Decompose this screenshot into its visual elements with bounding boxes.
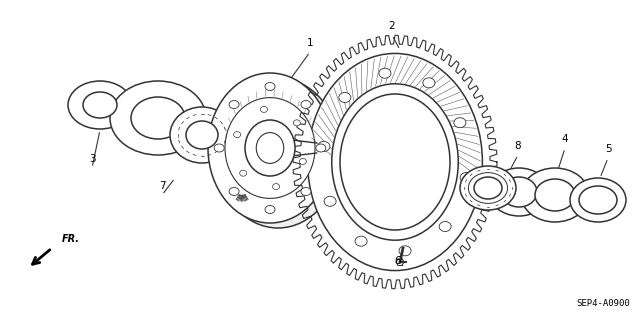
Ellipse shape bbox=[293, 120, 300, 126]
Ellipse shape bbox=[301, 188, 311, 196]
Text: 4: 4 bbox=[562, 134, 568, 144]
Ellipse shape bbox=[265, 205, 275, 213]
Ellipse shape bbox=[214, 144, 224, 152]
Ellipse shape bbox=[439, 221, 451, 232]
Ellipse shape bbox=[300, 159, 307, 164]
Ellipse shape bbox=[308, 54, 483, 271]
Text: 2: 2 bbox=[388, 21, 396, 31]
Ellipse shape bbox=[225, 98, 315, 198]
Ellipse shape bbox=[460, 166, 516, 210]
Ellipse shape bbox=[468, 173, 508, 204]
Ellipse shape bbox=[240, 170, 246, 176]
Ellipse shape bbox=[229, 100, 239, 108]
Ellipse shape bbox=[454, 118, 466, 128]
Text: 7: 7 bbox=[159, 181, 165, 191]
Ellipse shape bbox=[521, 168, 589, 222]
Ellipse shape bbox=[256, 133, 284, 163]
Ellipse shape bbox=[229, 188, 239, 196]
Ellipse shape bbox=[68, 81, 132, 129]
Ellipse shape bbox=[318, 141, 330, 152]
Ellipse shape bbox=[131, 97, 185, 139]
Ellipse shape bbox=[535, 179, 575, 211]
Ellipse shape bbox=[260, 107, 268, 112]
Ellipse shape bbox=[379, 68, 391, 78]
Ellipse shape bbox=[570, 178, 626, 222]
Ellipse shape bbox=[265, 83, 275, 91]
Text: 3: 3 bbox=[89, 154, 95, 164]
Ellipse shape bbox=[423, 78, 435, 88]
Ellipse shape bbox=[332, 84, 458, 240]
Ellipse shape bbox=[301, 100, 311, 108]
Text: 1: 1 bbox=[307, 38, 314, 48]
Ellipse shape bbox=[355, 236, 367, 246]
Ellipse shape bbox=[186, 121, 218, 149]
Ellipse shape bbox=[245, 120, 295, 176]
Ellipse shape bbox=[234, 132, 241, 137]
Ellipse shape bbox=[216, 78, 340, 228]
Ellipse shape bbox=[110, 81, 206, 155]
Text: 6: 6 bbox=[395, 256, 401, 266]
Ellipse shape bbox=[208, 73, 332, 223]
Ellipse shape bbox=[579, 186, 617, 214]
Ellipse shape bbox=[501, 177, 537, 207]
Text: FR.: FR. bbox=[62, 234, 80, 244]
Text: 5: 5 bbox=[605, 144, 611, 154]
Ellipse shape bbox=[460, 173, 472, 182]
Text: 8: 8 bbox=[515, 141, 522, 151]
Ellipse shape bbox=[474, 177, 502, 199]
Ellipse shape bbox=[316, 144, 326, 152]
Ellipse shape bbox=[340, 94, 450, 230]
Ellipse shape bbox=[324, 196, 336, 206]
Text: SEP4-A0900: SEP4-A0900 bbox=[576, 299, 630, 308]
Ellipse shape bbox=[83, 92, 117, 118]
Ellipse shape bbox=[399, 246, 411, 256]
Ellipse shape bbox=[273, 184, 280, 189]
Ellipse shape bbox=[339, 93, 351, 102]
Ellipse shape bbox=[170, 107, 234, 163]
Ellipse shape bbox=[489, 168, 549, 216]
